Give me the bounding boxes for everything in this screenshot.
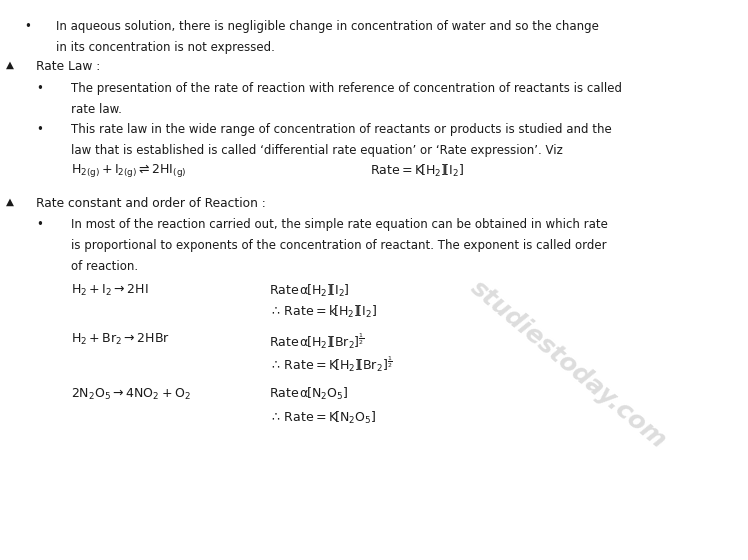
Text: $\mathrm{\therefore\,Rate=K\!\left[N_2O_5\right]}$: $\mathrm{\therefore\,Rate=K\!\left[N_2O_… [269,410,376,426]
Text: In aqueous solution, there is negligible change in concentration of water and so: In aqueous solution, there is negligible… [56,20,599,32]
Text: $\mathrm{Rate\,\alpha\!\left[H_2\right]\!\left[I_2\right]}$: $\mathrm{Rate\,\alpha\!\left[H_2\right]\… [269,283,350,299]
Text: •: • [36,82,43,95]
Text: •: • [36,123,43,136]
Text: $\mathrm{2N_2O_5\rightarrow 4NO_2+O_2}$: $\mathrm{2N_2O_5\rightarrow 4NO_2+O_2}$ [71,386,191,402]
Text: law that is established is called ‘differential rate equation’ or ‘Rate expressi: law that is established is called ‘diffe… [71,144,563,157]
Text: is proportional to exponents of the concentration of reactant. The exponent is c: is proportional to exponents of the conc… [71,239,607,252]
Text: $\mathrm{Rate=K\!\left[H_2\right]\!\left[I_2\right]}$: $\mathrm{Rate=K\!\left[H_2\right]\!\left… [370,162,465,179]
Text: $\mathrm{H_2+Br_2\rightarrow 2HBr}$: $\mathrm{H_2+Br_2\rightarrow 2HBr}$ [71,332,170,347]
Text: •: • [36,218,43,231]
Text: $\mathrm{Rate\,\alpha\!\left[N_2O_5\right]}$: $\mathrm{Rate\,\alpha\!\left[N_2O_5\righ… [269,386,349,403]
Text: $\mathrm{H_{2(g)}+I_{2(g)}\rightleftharpoons 2HI_{(g)}}$: $\mathrm{H_{2(g)}+I_{2(g)}\rightleftharp… [71,162,186,179]
Text: in its concentration is not expressed.: in its concentration is not expressed. [56,41,275,54]
Text: The presentation of the rate of reaction with reference of concentration of reac: The presentation of the rate of reaction… [71,82,622,95]
Text: studiestoday.com: studiestoday.com [466,275,671,453]
Text: •: • [24,20,31,32]
Text: ▲: ▲ [6,197,14,207]
Text: of reaction.: of reaction. [71,260,138,273]
Text: $\mathrm{\therefore\,Rate=K\!\left[H_2\right]\!\left[Br_2\right]^{\frac{1}{2}}}$: $\mathrm{\therefore\,Rate=K\!\left[H_2\r… [269,354,393,374]
Text: Rate constant and order of Reaction :: Rate constant and order of Reaction : [36,197,266,210]
Text: rate law.: rate law. [71,103,122,116]
Text: Rate Law :: Rate Law : [36,60,100,73]
Text: $\mathrm{H_2+I_2\rightarrow 2HI}$: $\mathrm{H_2+I_2\rightarrow 2HI}$ [71,283,149,298]
Text: ▲: ▲ [6,60,14,70]
Text: In most of the reaction carried out, the simple rate equation can be obtained in: In most of the reaction carried out, the… [71,218,608,231]
Text: This rate law in the wide range of concentration of reactants or products is stu: This rate law in the wide range of conce… [71,123,612,136]
Text: $\mathrm{\therefore\,Rate=k\!\left[H_2\right]\!\left[I_2\right]}$: $\mathrm{\therefore\,Rate=k\!\left[H_2\r… [269,304,377,320]
Text: $\mathrm{Rate\,\alpha\!\left[H_2\right]\!\left[Br_2\right]^{\frac{1}{2}}}$: $\mathrm{Rate\,\alpha\!\left[H_2\right]\… [269,332,365,351]
